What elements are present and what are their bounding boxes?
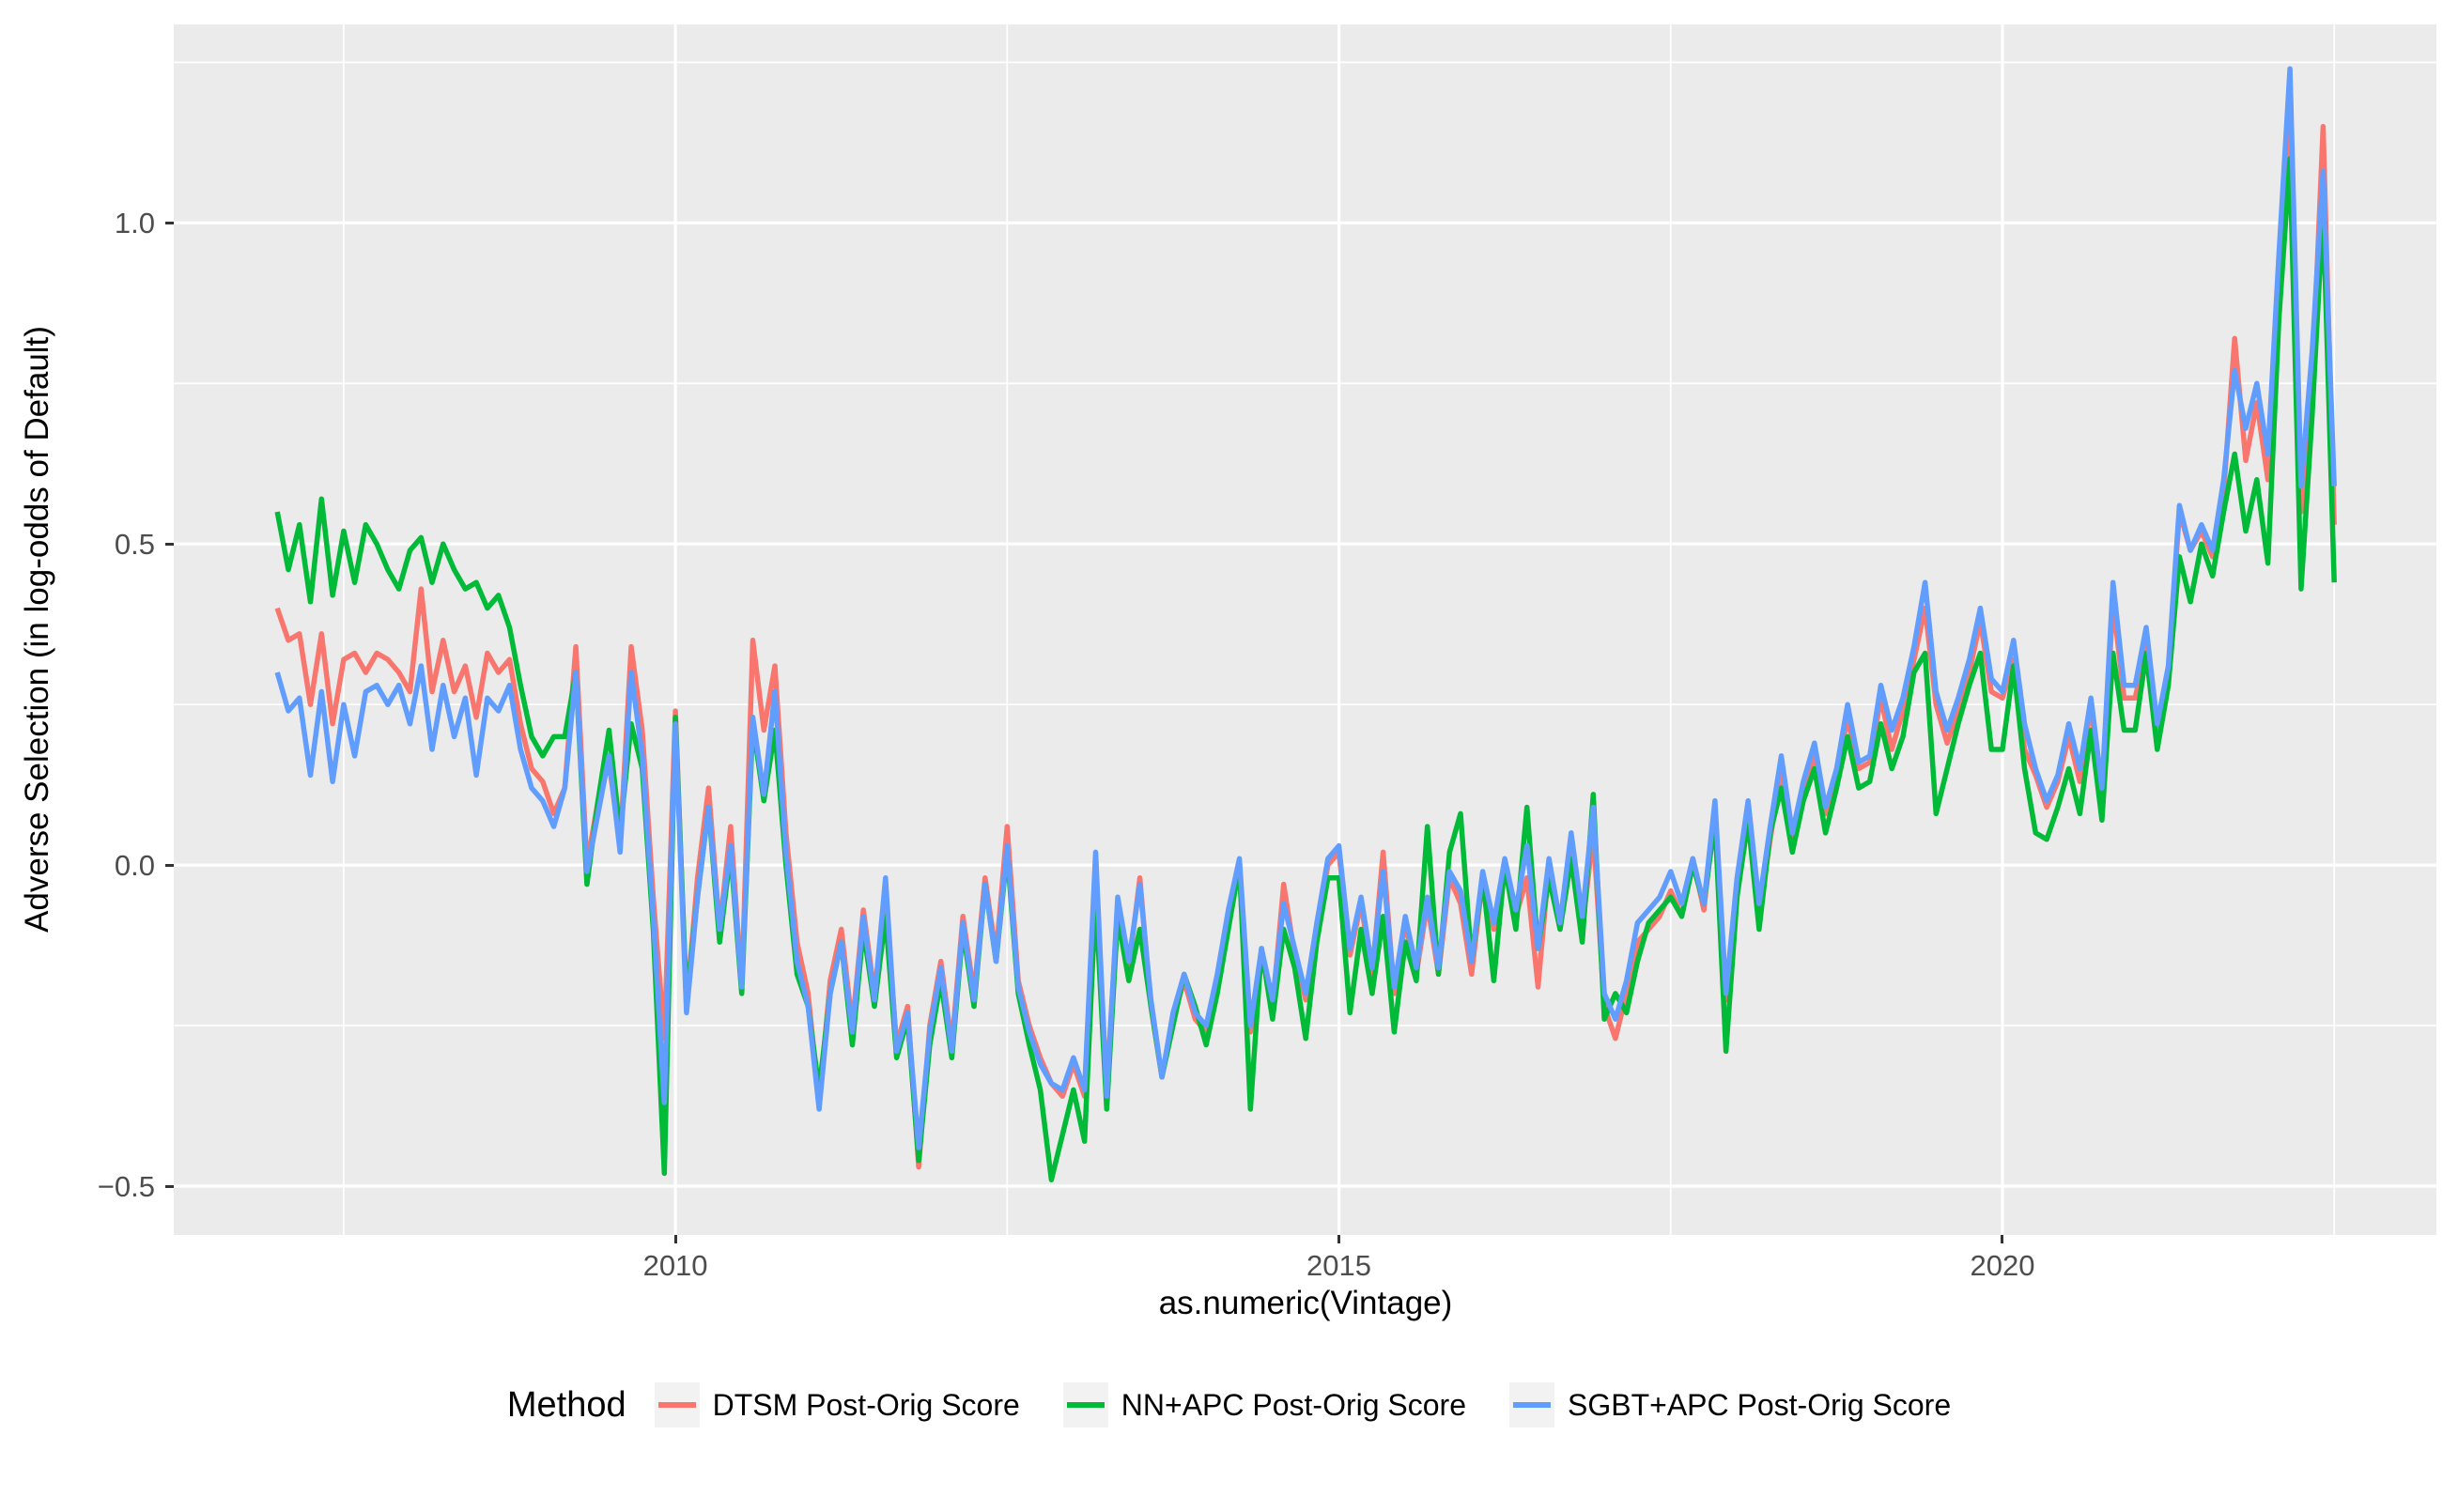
- line-swatch-icon: [1066, 1402, 1105, 1408]
- x-tick-label: 2015: [1306, 1249, 1371, 1282]
- series-line-2: [274, 66, 2337, 1150]
- y-tick-label: 0.5: [114, 528, 155, 562]
- plot-panel: [174, 24, 2436, 1235]
- plot-canvas: [174, 24, 2436, 1235]
- legend-item-nn-apc: NN+APC Post-Orig Score: [1062, 1382, 1466, 1427]
- x-tick-mark: [1337, 1235, 1341, 1243]
- x-axis-title: as.numeric(Vintage): [1158, 1285, 1453, 1321]
- legend-item-dtsm: DTSM Post-Orig Score: [654, 1382, 1020, 1427]
- line-swatch-icon: [1513, 1402, 1551, 1408]
- legend-item-label: SGBT+APC Post-Orig Score: [1568, 1387, 1952, 1422]
- legend-title: Method: [506, 1384, 626, 1425]
- legend-key-swatch: [1062, 1382, 1108, 1427]
- legend-item-label: NN+APC Post-Orig Score: [1121, 1387, 1466, 1422]
- x-tick-label: 2010: [642, 1249, 708, 1282]
- legend-item-sgbt-apc: SGBT+APC Post-Orig Score: [1509, 1382, 1951, 1427]
- y-tick-mark: [165, 221, 174, 224]
- y-tick-label: −0.5: [97, 1170, 155, 1204]
- series-line-1: [274, 156, 2337, 1182]
- y-tick-label: 0.0: [114, 849, 155, 883]
- legend-key-swatch: [1509, 1382, 1554, 1427]
- x-tick-mark: [673, 1235, 677, 1243]
- x-tick-label: 2020: [1970, 1249, 2035, 1282]
- y-tick-label: 1.0: [114, 207, 155, 240]
- legend: Method DTSM Post-Orig Score NN+APC Post-…: [0, 1382, 2458, 1427]
- series-line-0: [274, 104, 2337, 1170]
- y-axis-title: Adverse Selection (in log-odds of Defaul…: [19, 326, 55, 933]
- y-tick-mark: [165, 863, 174, 867]
- y-tick-mark: [165, 542, 174, 546]
- x-tick-mark: [2001, 1235, 2004, 1243]
- legend-key-swatch: [654, 1382, 700, 1427]
- y-tick-mark: [165, 1184, 174, 1188]
- line-swatch-icon: [657, 1402, 696, 1408]
- legend-item-label: DTSM Post-Orig Score: [712, 1387, 1020, 1422]
